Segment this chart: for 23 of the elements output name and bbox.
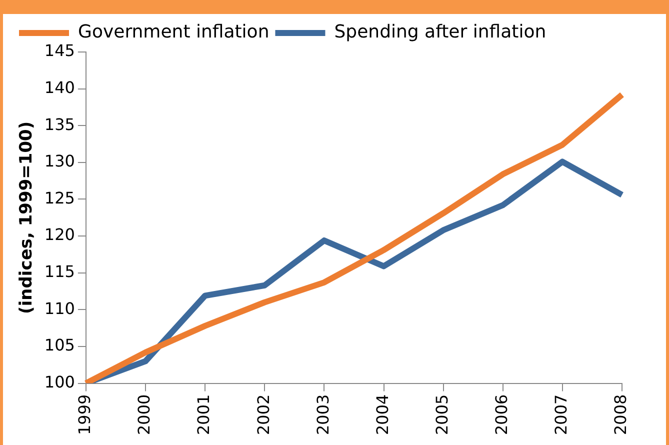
x-tick-label: 2001 xyxy=(194,394,214,435)
x-tick-label: 2000 xyxy=(134,394,154,435)
y-tick-label: 130 xyxy=(44,152,75,171)
y-tick-label: 115 xyxy=(44,262,75,282)
legend-label: Spending after inflation xyxy=(334,22,546,43)
y-tick-label: 135 xyxy=(44,114,75,134)
y-tick-label: 100 xyxy=(44,372,75,392)
y-tick-label: 125 xyxy=(44,188,75,208)
y-tick-label: 110 xyxy=(44,298,75,318)
x-tick-label: 2008 xyxy=(611,394,630,435)
x-tick-label: 1999 xyxy=(75,394,94,435)
y-axis-title: (indices, 1999=100) xyxy=(16,121,37,314)
x-tick-label: 2005 xyxy=(432,394,452,435)
x-tick-label: 2007 xyxy=(552,394,571,435)
legend-label: Government inflation xyxy=(78,22,270,43)
x-tick-label: 2002 xyxy=(254,394,273,435)
y-tick-label: 145 xyxy=(44,41,75,60)
x-tick-label: 2003 xyxy=(313,394,332,435)
y-tick-label: 120 xyxy=(44,225,75,244)
y-tick-label: 140 xyxy=(44,78,75,97)
x-tick-label: 2004 xyxy=(372,394,392,435)
x-tick-label: 2006 xyxy=(492,394,512,435)
y-tick-label: 105 xyxy=(44,336,75,355)
